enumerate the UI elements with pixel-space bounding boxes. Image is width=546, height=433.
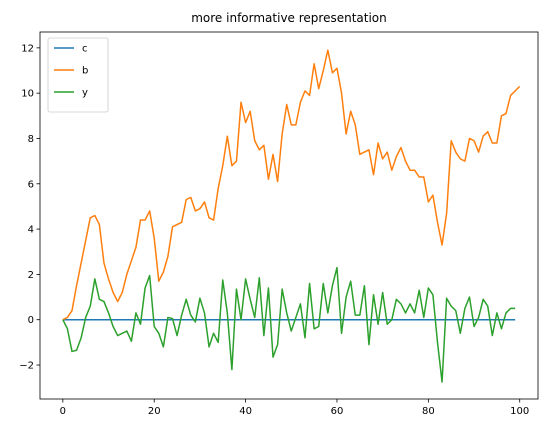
legend: cby <box>47 37 109 113</box>
legend-label-b: b <box>82 66 88 77</box>
x-tick-label: 60 <box>331 406 344 417</box>
series-line-b <box>62 49 521 321</box>
y-tick-label: 2 <box>28 270 34 281</box>
legend-box <box>47 37 109 113</box>
legend-label-c: c <box>82 44 88 55</box>
x-tick-label: 100 <box>510 406 529 417</box>
y-tick-label: 8 <box>28 134 34 145</box>
y-tick-label: 10 <box>21 89 34 100</box>
y-axis: −2 0 2 4 6 8 10 12 <box>19 43 40 372</box>
series-line-y <box>62 266 516 383</box>
y-tick-label: 12 <box>21 43 34 54</box>
y-tick-label: 0 <box>28 315 34 326</box>
x-tick-label: 40 <box>239 406 252 417</box>
y-tick-label: 6 <box>28 179 34 190</box>
y-tick-label: −2 <box>19 361 34 372</box>
chart-title: more informative representation <box>191 11 387 25</box>
x-axis: 0 20 40 60 80 100 <box>60 399 529 417</box>
series-layer <box>62 49 521 383</box>
legend-label-y: y <box>82 88 88 99</box>
y-tick-label: 4 <box>28 225 34 236</box>
x-tick-label: 0 <box>60 406 66 417</box>
plot-frame <box>39 31 539 400</box>
x-tick-label: 80 <box>422 406 435 417</box>
x-tick-label: 20 <box>148 406 161 417</box>
